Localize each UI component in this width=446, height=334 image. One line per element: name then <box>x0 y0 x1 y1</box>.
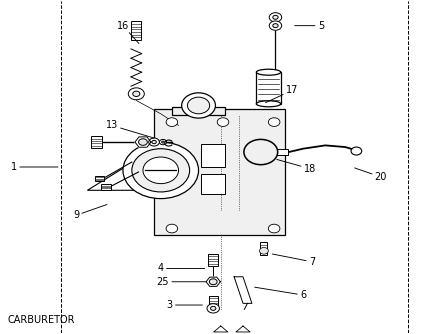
Circle shape <box>182 93 215 118</box>
Text: 17: 17 <box>265 86 298 103</box>
Circle shape <box>268 118 280 127</box>
Circle shape <box>132 149 190 192</box>
Text: 6: 6 <box>255 287 306 300</box>
Bar <box>260 242 268 255</box>
Polygon shape <box>87 159 139 190</box>
Circle shape <box>128 88 145 100</box>
Polygon shape <box>236 326 250 332</box>
Circle shape <box>209 279 217 285</box>
Circle shape <box>166 118 178 127</box>
Text: CARBURETOR: CARBURETOR <box>8 315 75 325</box>
Circle shape <box>273 15 278 19</box>
Bar <box>154 109 285 235</box>
Text: 25: 25 <box>157 277 206 287</box>
Text: 18: 18 <box>277 159 316 174</box>
Polygon shape <box>206 277 220 286</box>
Text: 13: 13 <box>106 121 154 138</box>
Circle shape <box>187 97 210 114</box>
Polygon shape <box>234 277 252 303</box>
Polygon shape <box>135 137 151 147</box>
Circle shape <box>123 142 198 199</box>
Circle shape <box>166 224 178 233</box>
Circle shape <box>273 24 278 28</box>
Ellipse shape <box>256 101 281 107</box>
Circle shape <box>207 304 219 313</box>
Bar <box>172 107 225 116</box>
Circle shape <box>133 91 140 97</box>
Polygon shape <box>214 326 228 332</box>
Circle shape <box>152 140 156 144</box>
Text: 9: 9 <box>73 204 107 220</box>
Text: 20: 20 <box>355 168 387 182</box>
Circle shape <box>143 157 178 184</box>
Bar <box>201 174 225 194</box>
Bar <box>154 109 285 235</box>
Bar <box>277 149 289 155</box>
Circle shape <box>159 139 166 145</box>
Circle shape <box>139 139 147 145</box>
Bar <box>91 136 102 148</box>
Bar <box>209 296 218 306</box>
Bar <box>132 21 141 40</box>
Circle shape <box>149 138 159 146</box>
Text: 3: 3 <box>167 300 202 310</box>
Bar <box>208 254 218 267</box>
Circle shape <box>161 141 164 143</box>
Circle shape <box>268 224 280 233</box>
Bar <box>101 184 111 190</box>
Circle shape <box>269 13 282 22</box>
Ellipse shape <box>256 69 281 75</box>
Circle shape <box>211 306 216 310</box>
Circle shape <box>260 247 268 254</box>
Text: 5: 5 <box>295 21 324 31</box>
Text: 7: 7 <box>273 254 315 267</box>
Bar <box>201 144 225 167</box>
Circle shape <box>269 21 282 30</box>
Text: 4: 4 <box>158 264 205 274</box>
Bar <box>256 72 281 104</box>
Text: 16: 16 <box>117 21 139 43</box>
Circle shape <box>217 118 229 127</box>
Circle shape <box>351 147 362 155</box>
Bar <box>95 176 104 181</box>
Text: 1: 1 <box>11 162 58 172</box>
